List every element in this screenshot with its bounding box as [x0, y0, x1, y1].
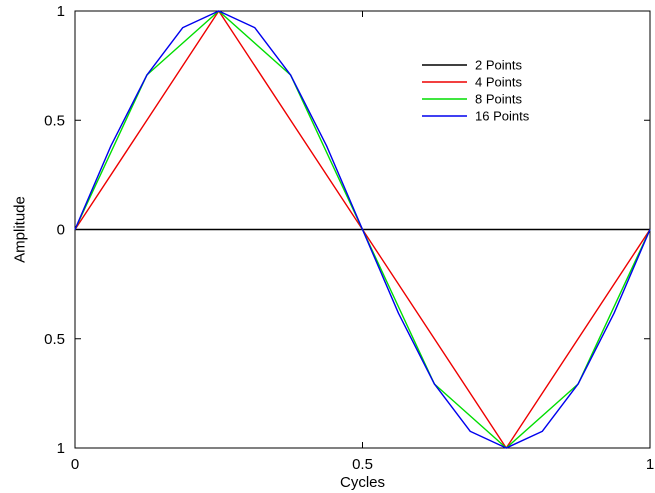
y-tick-label: 0	[57, 222, 65, 239]
series-line-16-points	[74, 10, 651, 449]
x-tick-label: 0.5	[352, 456, 373, 473]
y-tick-label: 1	[57, 440, 65, 457]
series-lines	[74, 10, 651, 449]
legend-item: 2 Points	[422, 58, 522, 73]
legend-item: 4 Points	[422, 75, 522, 90]
legend: 2 Points 4 Points 8 Points 16 Points	[422, 58, 530, 124]
y-tick-label: 0.5	[44, 331, 65, 348]
axis-tick-labels: 0 0.5 1 1 0.5 0 0.5 1	[44, 3, 654, 473]
legend-label: 4 Points	[475, 75, 522, 90]
y-tick-label: 0.5	[44, 112, 65, 129]
x-tick-label: 0	[71, 456, 79, 473]
legend-item: 8 Points	[422, 92, 522, 107]
y-tick-label: 1	[57, 3, 65, 20]
y-axis-title: Amplitude	[11, 196, 28, 263]
legend-item: 16 Points	[422, 109, 530, 124]
x-axis-title: Cycles	[340, 474, 385, 491]
legend-label: 8 Points	[475, 92, 522, 107]
legend-label: 16 Points	[475, 109, 530, 124]
legend-label: 2 Points	[475, 58, 522, 73]
x-tick-label: 1	[646, 456, 654, 473]
